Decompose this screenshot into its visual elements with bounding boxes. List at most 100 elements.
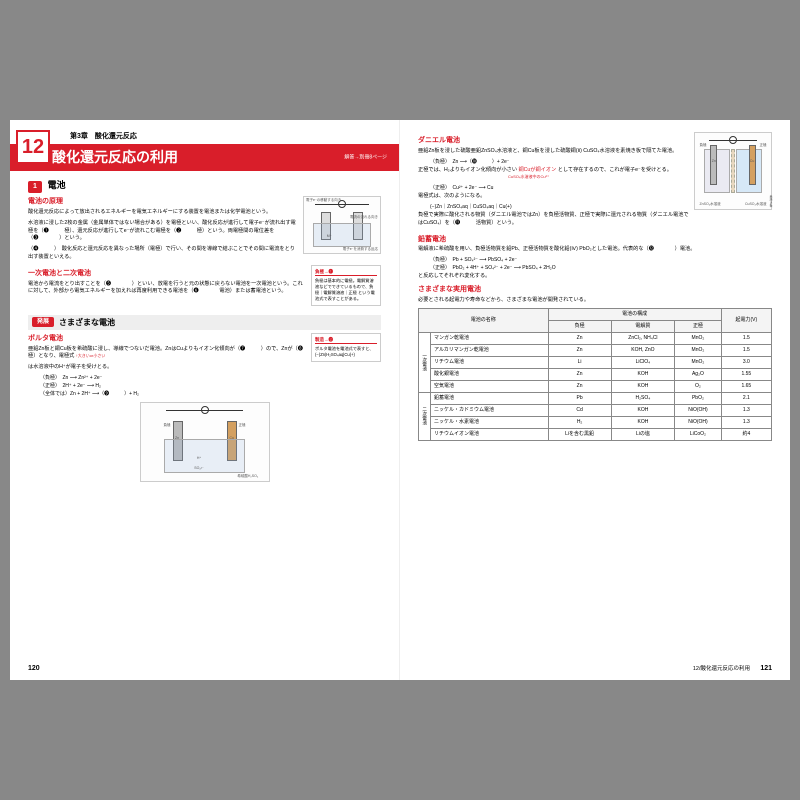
diagram-label: Zn xyxy=(175,436,179,441)
cell: Li xyxy=(548,356,611,368)
cell: Pb xyxy=(548,392,611,404)
note-cell: (−)Zn|H₂SO₄aq|Cu(+) xyxy=(315,352,377,358)
hatten-title: さまざまな電池 xyxy=(59,317,115,328)
table-row: 二次電池鉛蓄電池PbH₂SO₄PbO₂2.1 xyxy=(419,392,772,404)
table-row: 酸化銀電池ZnKOHAg₂O1.55 xyxy=(419,368,772,380)
th-pos: 正極 xyxy=(675,320,721,332)
th-elec: 電解質 xyxy=(611,320,675,332)
cell: アルカリマンガン乾電池 xyxy=(431,344,549,356)
chapter-label: 第3章 酸化還元反応 xyxy=(70,132,381,142)
page-label-right: 12/酸化還元反応の利用 xyxy=(693,666,750,674)
diagram-daniell: 負極 正極 Zn Cu ZnSO₄水溶液 CuSO₄水溶液 素焼き板 xyxy=(694,132,772,210)
subsection-lead: 鉛蓄電池 xyxy=(418,235,772,245)
page-number-left: 120 xyxy=(28,664,40,674)
cell: LiCoO₂ xyxy=(675,428,721,440)
cat-secondary: 二次電池 xyxy=(419,392,431,440)
cell: 1.3 xyxy=(721,404,771,416)
table-row: ニッケル・水素電池H₂KOHNiO(OH)1.3 xyxy=(419,416,772,428)
diagram-label: Zn xyxy=(712,159,716,164)
cell: H₂SO₄ xyxy=(611,392,675,404)
page-right: 負極 正極 Zn Cu ZnSO₄水溶液 CuSO₄水溶液 素焼き板 ダニエル電… xyxy=(400,120,790,680)
diagram-label: SO₄²⁻ xyxy=(194,466,204,471)
table-row: ニッケル・カドミウム電池CdKOHNiO(OH)1.3 xyxy=(419,404,772,416)
diagram-label: Cu xyxy=(750,159,754,164)
equation: （負極） Pb + SO₄²⁻ ⟶ PbSO₄ + 2e⁻ xyxy=(430,257,772,264)
cell: Liを含む黒鉛 xyxy=(548,428,611,440)
cell: Zn xyxy=(548,344,611,356)
cell: KOH xyxy=(611,416,675,428)
note-box-2: 製造→❷ ボルタ電池を電池式で表すと、 (−)Zn|H₂SO₄aq|Cu(+) xyxy=(311,333,381,362)
cell: KOH xyxy=(611,380,675,392)
cell: 1.65 xyxy=(721,380,771,392)
cell: Cd xyxy=(548,404,611,416)
diagram-label: 正極 xyxy=(759,143,766,148)
cell: 1.5 xyxy=(721,332,771,344)
diagram-label: CuSO₄水溶液 xyxy=(745,202,766,207)
cell: PbO₂ xyxy=(675,392,721,404)
diagram-label: 正極 xyxy=(238,423,245,428)
cell: ZnCl₂, NH₄Cl xyxy=(611,332,675,344)
section-number: 1 xyxy=(28,181,42,193)
th-name: 電池の名称 xyxy=(419,308,549,332)
body-text: 電解液に希硫酸を用い、負極活物質を鉛Pb、正極活物質を酸化鉛(Ⅳ) PbO₂とし… xyxy=(418,246,772,254)
cell: 鉛蓄電池 xyxy=(431,392,549,404)
cell: Liの塩 xyxy=(611,428,675,440)
unit-number: 12 xyxy=(16,130,50,164)
equation: （全体では）Zn + 2H⁺ ⟶（❾ ）+ H₂ xyxy=(40,391,381,398)
subsection-various: さまざまな実用電池 xyxy=(418,285,772,295)
body-span: 亜鉛Zn板と銅Cu板を希硫酸に浸し、導線でつないだ電池。ZnはCuよりもイオン化… xyxy=(28,346,313,360)
hatten-label: 発展 xyxy=(32,317,54,327)
th-neg: 負極 xyxy=(548,320,611,332)
body-text: 負極で実際に酸化される物質（ダニエル電池ではZn）を負極活物質、正極で実際に還元… xyxy=(418,212,772,228)
cell: NiO(OH) xyxy=(675,404,721,416)
spread: 第3章 酸化還元反応 12 酸化還元反応の利用 解答→別冊8ページ 1 電池 電… xyxy=(10,120,790,680)
table-row: 一次電池マンガン乾電池ZnZnCl₂, NH₄ClMnO₂1.5 xyxy=(419,332,772,344)
note-box-1: 負極→❶ 負極は基本的に電極。電解質溶液などでできているもので、負極｜電解質溶液… xyxy=(311,265,381,306)
cell: 1.3 xyxy=(721,416,771,428)
diagram-label: 負極 xyxy=(164,423,171,428)
cell: 酸化銀電池 xyxy=(431,368,549,380)
cell: 空気電池 xyxy=(431,380,549,392)
equation: （正極） PbO₂ + 4H⁺ + SO₄²⁻ + 2e⁻ ⟶ PbSO₄ + … xyxy=(430,265,772,272)
diagram-label: 電子e⁻を消費する反応 xyxy=(343,247,378,252)
th-comp: 電池の構成 xyxy=(548,308,721,320)
page-left: 第3章 酸化還元反応 12 酸化還元反応の利用 解答→別冊8ページ 1 電池 電… xyxy=(10,120,400,680)
handwritten-note: ↑大きいor小さい xyxy=(76,353,106,358)
equation: （正極） 2H⁺ + 2e⁻ ⟶ H₂ xyxy=(40,383,381,390)
table-row: 空気電池ZnKOHO₂1.65 xyxy=(419,380,772,392)
body-span: として存在するので、これが電子e⁻を受けとる。 xyxy=(558,167,672,173)
cell: O₂ xyxy=(675,380,721,392)
diagram-principle: 電子e⁻の移動する向き 電流の流れる向き 電子e⁻を消費する反応 M⁺ xyxy=(303,196,381,254)
cell: ニッケル・水素電池 xyxy=(431,416,549,428)
cell: KOH xyxy=(611,368,675,380)
note-title: 製造→❷ xyxy=(315,337,377,344)
cell: リチウムイオン電池 xyxy=(431,428,549,440)
cell: Ag₂O xyxy=(675,368,721,380)
diagram-label: 素焼き板 xyxy=(769,195,773,207)
body-span: 正極では、H₂よりもイオン化傾向が小さい xyxy=(418,167,517,173)
answer-ref: 解答→別冊8ページ xyxy=(344,154,387,161)
diagram-label: 電子e⁻の移動する向き xyxy=(306,198,341,203)
cell: KOH xyxy=(611,404,675,416)
table-row: アルカリマンガン乾電池ZnKOH, ZnOMnO₂1.5 xyxy=(419,344,772,356)
cell: H₂ xyxy=(548,416,611,428)
cell: MnO₂ xyxy=(675,344,721,356)
page-number-right: 121 xyxy=(760,664,772,674)
battery-table: 電池の名称 電池の構成 起電力(V) 負極 電解質 正極 一次電池マンガン乾電池… xyxy=(418,308,772,441)
cell: 1.5 xyxy=(721,344,771,356)
section-title: 電池 xyxy=(48,180,66,190)
table-row: リチウム電池LiLiClO₄MnO₂3.0 xyxy=(419,356,772,368)
unit-title-box: 12 酸化還元反応の利用 解答→別冊8ページ xyxy=(10,144,399,172)
diagram-label: 希硫酸H₂SO₄ xyxy=(237,474,258,479)
diagram-label: ZnSO₄水溶液 xyxy=(700,202,721,207)
cell: KOH, ZnO xyxy=(611,344,675,356)
cell: 約4 xyxy=(721,428,771,440)
diagram-label: 負極 xyxy=(700,143,707,148)
table-row: リチウムイオン電池Liを含む黒鉛Liの塩LiCoO₂約4 xyxy=(419,428,772,440)
cell: 3.0 xyxy=(721,356,771,368)
handwritten-note: CuSO₄水溶液中のCu²⁺ xyxy=(508,174,549,179)
diagram-label: 電流の流れる向き xyxy=(350,215,378,220)
th-emf: 起電力(V) xyxy=(721,308,771,332)
note-body: 負極は基本的に電極。電解質溶液などでできているもので、負極｜電解質溶液｜正極 と… xyxy=(315,278,377,302)
cell: MnO₂ xyxy=(675,332,721,344)
